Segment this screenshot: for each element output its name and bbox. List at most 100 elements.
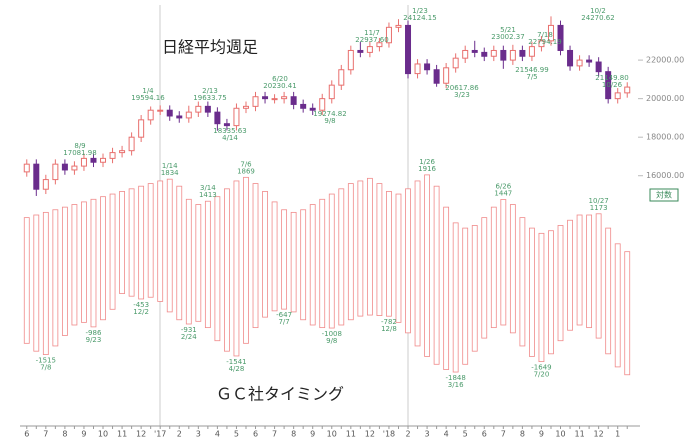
annotation-value: 20617.86 bbox=[445, 84, 479, 92]
bar bbox=[157, 180, 164, 302]
bar bbox=[624, 251, 631, 376]
annotation-value: 1916 bbox=[418, 165, 436, 173]
annotation-value: 18335.63 bbox=[213, 127, 246, 135]
scale-button-label[interactable]: 対数 bbox=[656, 190, 672, 200]
bar bbox=[529, 227, 535, 357]
x-tick-label: 9 bbox=[310, 430, 315, 439]
bar bbox=[33, 214, 40, 352]
x-tick-label: 10 bbox=[98, 430, 108, 439]
candle-body bbox=[214, 111, 221, 125]
x-tick-label: 1 bbox=[615, 430, 620, 439]
annotation-date: 10/27 bbox=[589, 197, 609, 205]
candle-body bbox=[185, 111, 192, 119]
bar bbox=[338, 188, 345, 326]
bar bbox=[195, 204, 202, 322]
annotation-value: -782 bbox=[381, 318, 397, 326]
x-tick-label: 11 bbox=[346, 430, 356, 439]
x-tick-label: '18 bbox=[383, 430, 395, 439]
bar bbox=[500, 199, 507, 326]
annotation-date: 6/26 bbox=[495, 182, 511, 190]
bar bbox=[595, 213, 602, 339]
annotation-value: 24124.15 bbox=[403, 14, 436, 22]
x-tick-label: 4 bbox=[444, 430, 449, 439]
bar bbox=[252, 183, 259, 329]
candle-body bbox=[71, 165, 78, 171]
candle-body bbox=[481, 51, 488, 57]
candle-body bbox=[281, 96, 288, 100]
bar bbox=[71, 204, 78, 326]
candle-body bbox=[242, 105, 249, 109]
x-tick-label: 2 bbox=[405, 430, 410, 439]
bar bbox=[605, 227, 612, 355]
scale-button[interactable] bbox=[649, 188, 679, 202]
bar bbox=[366, 177, 373, 316]
y-tick-label: 18000.00 bbox=[646, 133, 684, 142]
bar bbox=[185, 198, 192, 325]
x-tick-label: 12 bbox=[594, 430, 604, 439]
candle-body bbox=[395, 24, 402, 28]
annotation-date: 7/7 bbox=[278, 318, 289, 326]
candle-body bbox=[366, 46, 373, 53]
bar bbox=[357, 180, 364, 317]
annotation-value: 19274.82 bbox=[313, 110, 346, 118]
candle-body bbox=[252, 96, 259, 107]
x-tick-label: 5 bbox=[234, 430, 239, 439]
bar bbox=[42, 211, 49, 355]
annotation-date: 1/14 bbox=[162, 162, 178, 170]
bar bbox=[281, 209, 288, 310]
bar bbox=[567, 219, 573, 331]
annotation-value: 1869 bbox=[237, 167, 255, 175]
annotation-value: -1848 bbox=[446, 374, 466, 382]
bar bbox=[586, 214, 593, 329]
y-tick-label: 20000.00 bbox=[646, 94, 684, 103]
bar bbox=[519, 217, 526, 347]
bar bbox=[347, 183, 354, 321]
bar bbox=[100, 196, 106, 321]
bar bbox=[52, 209, 59, 347]
x-tick-label: 4 bbox=[215, 430, 220, 439]
annotation-value: 21149.80 bbox=[595, 74, 628, 82]
y-tick-label: 22000.00 bbox=[646, 56, 684, 65]
candle-body bbox=[443, 67, 450, 84]
annotation-value: 19594.16 bbox=[131, 94, 165, 102]
bar bbox=[328, 193, 335, 329]
candle-body bbox=[262, 96, 269, 100]
candle-body bbox=[23, 163, 30, 173]
bar bbox=[81, 201, 87, 323]
bar bbox=[204, 200, 211, 329]
bar bbox=[300, 209, 307, 321]
candle-body bbox=[538, 40, 545, 48]
annotation-date: 3/16 bbox=[448, 381, 464, 389]
candle-body bbox=[100, 157, 107, 163]
bar bbox=[405, 188, 411, 334]
y-tick-label: 16000.00 bbox=[646, 171, 684, 180]
annotation-value: 22794.19 bbox=[528, 38, 561, 46]
annotation-value: -1008 bbox=[322, 330, 342, 338]
annotation-value: 22937.60 bbox=[355, 36, 388, 44]
candle-body bbox=[490, 49, 497, 57]
bar bbox=[452, 222, 459, 373]
candle-body bbox=[290, 96, 297, 105]
bar bbox=[224, 188, 230, 352]
annotation-date: 12/8 bbox=[381, 325, 397, 333]
candle-body bbox=[300, 103, 307, 109]
x-tick-label: 3 bbox=[196, 430, 201, 439]
annotation-date: 4/28 bbox=[229, 365, 245, 373]
candle-body bbox=[557, 24, 564, 51]
bar bbox=[61, 206, 68, 336]
candle-body bbox=[462, 49, 469, 59]
x-tick-label: 6 bbox=[24, 430, 29, 439]
candle-body bbox=[223, 123, 230, 127]
candle-body bbox=[128, 136, 135, 152]
annotation-date: 6/20 bbox=[272, 75, 288, 83]
x-tick-label: 8 bbox=[291, 430, 296, 439]
bar bbox=[119, 191, 125, 294]
annotation-date: 9/8 bbox=[324, 117, 335, 125]
bar bbox=[128, 188, 135, 297]
annotation-value: 24270.62 bbox=[581, 14, 614, 22]
x-tick-label: 8 bbox=[62, 430, 67, 439]
annotation-date: 3/23 bbox=[454, 91, 470, 99]
annotation-date: 4/14 bbox=[222, 134, 238, 142]
x-tick-label: 5 bbox=[463, 430, 468, 439]
